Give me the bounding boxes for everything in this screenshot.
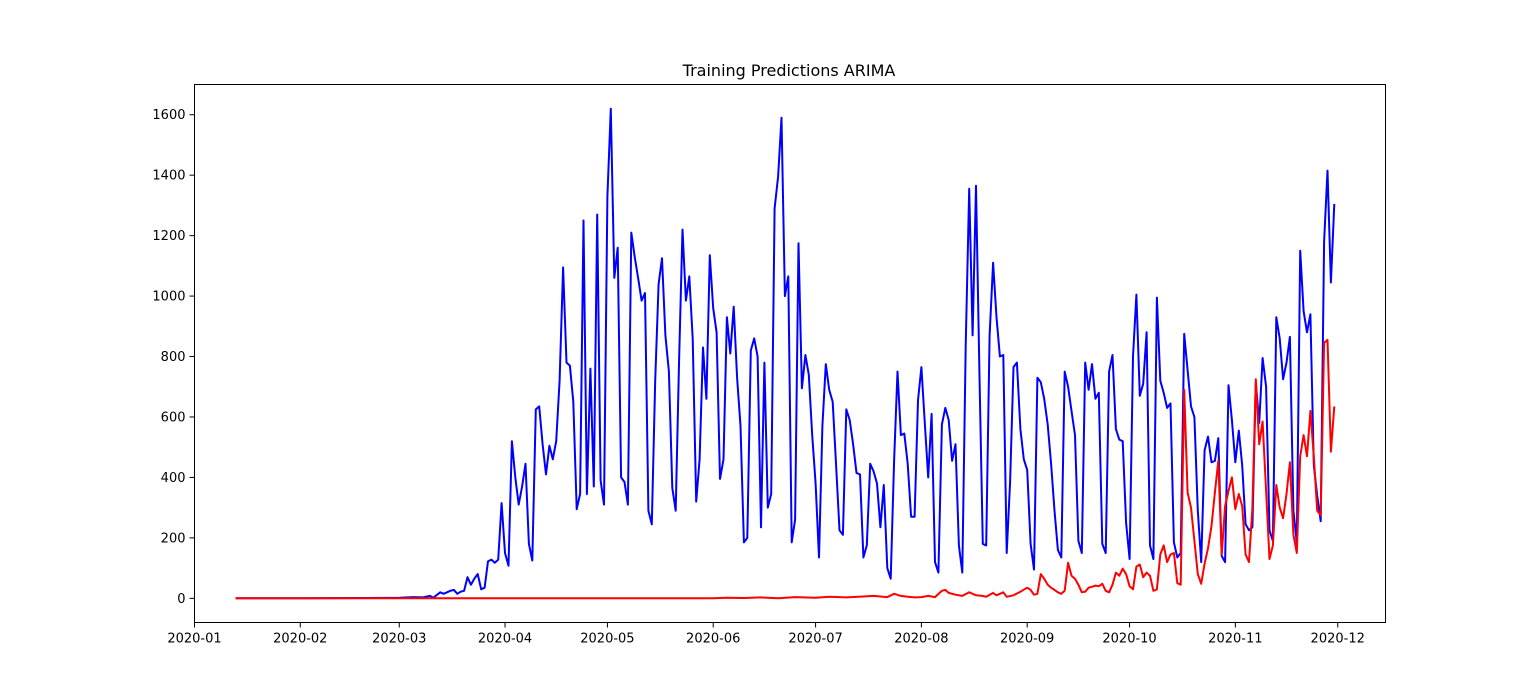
x-tick-label: 2020-01 [167, 632, 221, 647]
x-tick-label: 2020-07 [788, 632, 842, 647]
x-tick-label: 2020-03 [372, 632, 426, 647]
y-tick-label: 1200 [152, 229, 185, 244]
y-tick-label: 200 [161, 531, 186, 546]
y-tick-label: 1600 [152, 108, 185, 123]
y-tick-label: 1000 [152, 290, 185, 305]
y-tick-label: 1400 [152, 169, 185, 184]
x-tick-label: 2020-06 [686, 632, 740, 647]
x-tick-label: 2020-11 [1208, 632, 1262, 647]
x-tick-label: 2020-12 [1311, 632, 1365, 647]
series-line-2 [235, 338, 1336, 600]
y-tick-label: 800 [161, 350, 186, 365]
x-tick-label: 2020-02 [273, 632, 327, 647]
y-tick-label: 0 [177, 592, 185, 607]
x-tick-label: 2020-09 [1000, 632, 1054, 647]
y-tick-label: 400 [161, 471, 186, 486]
x-tick-label: 2020-10 [1102, 632, 1156, 647]
x-tick-label: 2020-04 [478, 632, 532, 647]
x-tick-label: 2020-08 [894, 632, 948, 647]
y-axis: 0 200 400 600 800 1000 1200 1400 1600 [152, 108, 195, 607]
series-layer [235, 107, 1336, 600]
y-tick-label: 600 [161, 410, 186, 425]
x-axis: 2020-01 2020-02 2020-03 2020-04 2020-05 2020-… [167, 622, 1365, 647]
chart-title: Training Predictions ARIMA [682, 61, 896, 80]
x-tick-label: 2020-05 [580, 632, 634, 647]
plot-frame [194, 84, 1386, 623]
